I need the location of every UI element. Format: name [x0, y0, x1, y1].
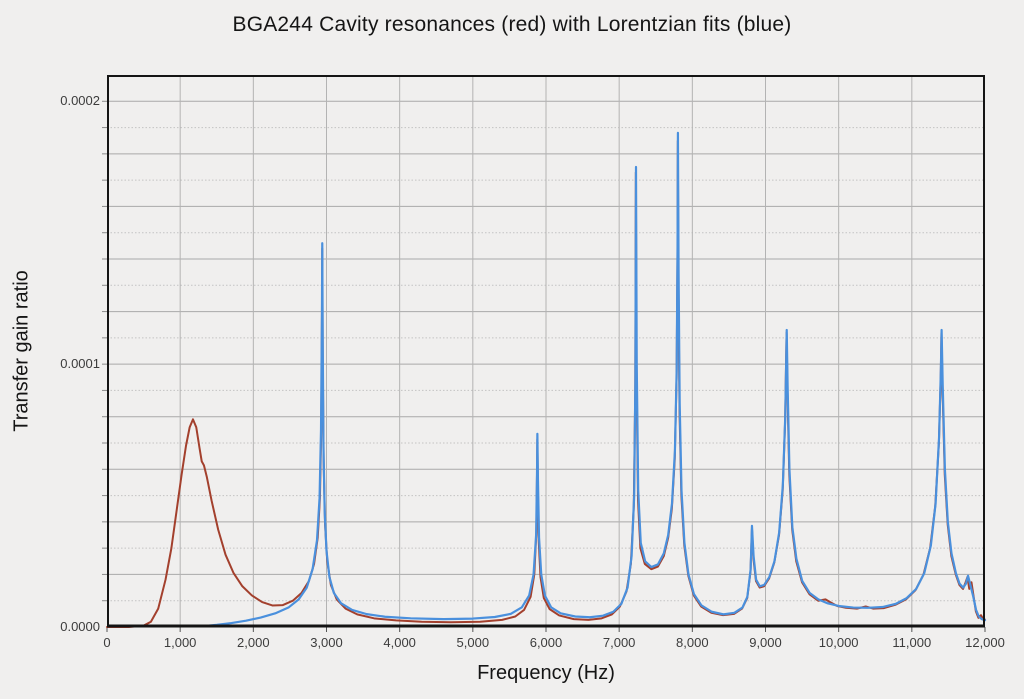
- x-tick-label: 2,000: [237, 635, 270, 650]
- x-tick-label: 8,000: [676, 635, 709, 650]
- x-tick-label: 10,000: [818, 635, 859, 650]
- plot-area: [102, 75, 987, 632]
- y-tick-label: 0.0001: [60, 356, 100, 372]
- x-tick-label: 12,000: [965, 635, 1005, 650]
- x-tick-label: 3,000: [310, 635, 343, 650]
- x-axis-label: Frequency (Hz): [477, 662, 615, 684]
- x-tick-label: 7,000: [602, 635, 636, 650]
- y-tick-label: 0.0002: [60, 93, 100, 109]
- y-axis-label: Transfer gain ratio: [10, 270, 33, 432]
- y-tick-label: 0.0000: [60, 619, 100, 634]
- x-tick-label: 4,000: [383, 635, 416, 650]
- series-fit-blue: [201, 131, 987, 628]
- chart-title: BGA244 Cavity resonances (red) with Lore…: [232, 13, 792, 36]
- x-tick-label: 1,000: [163, 635, 197, 650]
- x-tick-label: 6,000: [529, 635, 563, 650]
- plot-svg: [102, 75, 987, 632]
- x-tick-label: 0: [103, 635, 111, 650]
- x-tick-label: 11,000: [892, 635, 932, 650]
- x-tick-label: 9,000: [749, 635, 782, 650]
- x-tick-label: 5,000: [456, 635, 490, 650]
